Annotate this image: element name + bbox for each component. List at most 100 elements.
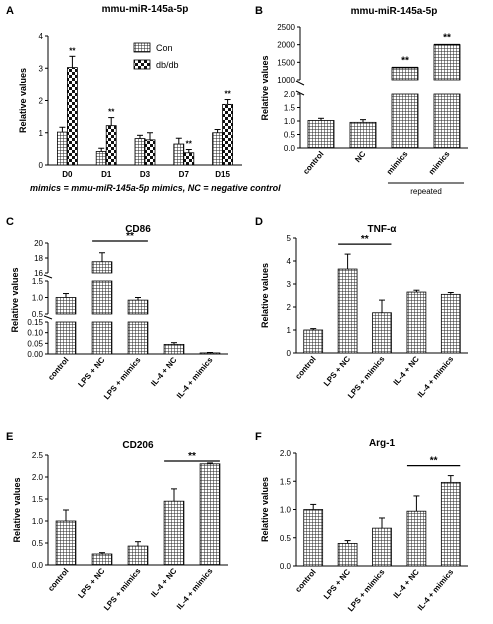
panel-d-title: TNF-α [368,224,398,235]
panel-e-bar-il-4-nc [163,500,185,566]
panel-e-ytick-label: 1.0 [32,517,44,526]
panel-d-ytick-label: 3 [287,280,292,289]
panel-c-xtick-il-4-mimics: IL-4 + mimics [175,355,215,400]
panel-d-ytick-label: 4 [287,257,292,266]
panel-b-bar-3-mimics-lower [433,93,461,149]
panel-b-xtick-nc: NC [353,149,367,164]
panel-a-bar-d1-db-db [105,125,117,166]
panel-f-ylabel: Relative values [260,477,270,542]
panel-f-bar-lps-nc [337,543,358,567]
panel-d-xtick-il-4-nc: IL-4 + NC [392,354,421,387]
panel-f-ytick-label: 2.0 [280,449,292,458]
panel-b-xtick-mimics: mimics [427,149,452,176]
panel-b-bar-3-mimics-upper [433,44,461,81]
panel-letters: A B C D E F [6,5,263,443]
panel-c-xtick-control: control [46,356,70,383]
panel-c-bar-lps-nc-seg-0 [91,321,113,355]
panel-a-ytick-label: 3 [39,64,44,73]
panel-d-bar-lps-mimics [372,312,392,354]
panel-c-xtick-il-4-nc: IL-4 + NC [149,355,178,388]
panel-c-ytick-label: 16 [34,269,43,278]
panel-c: CD86 0.00 0.050.10 0.150.5 1.0 1.516 18 20 Relat… [10,224,228,401]
panel-f-xtick-il-4-mimics: IL-4 + mimics [416,567,456,612]
panel-e-ytick-label: 2.5 [32,451,44,460]
panel-d-bar-il-4-nc [406,291,427,354]
panel-e-ytick-label: 1.5 [32,495,44,504]
panel-c-bar-lps-nc-seg-1 [91,280,113,315]
panel-b-ytick-label: 2000 [277,41,295,50]
panel-b-ytick-label: 1500 [277,58,295,67]
panel-a-significance-d1: ** [108,108,115,117]
panel-f-ytick-label: 0.0 [280,562,292,571]
panel-c-bar-control-seg-0 [55,321,77,355]
panel-b-xtick-mimics: mimics [385,149,410,176]
panel-d-ytick-label: 1 [287,326,292,335]
panel-c-ytick-label: 18 [34,254,43,263]
panel-a-bar-d3-db-db [144,139,156,166]
panel-letter-a: A [6,5,14,17]
footnote: mimics = mmu-miR-145a-5p mimics, NC = ne… [30,183,281,193]
panel-c-ylabel: Relative values [10,267,20,332]
panel-e-xtick-il-4-nc: IL-4 + NC [149,566,178,599]
panel-a-ytick-label: 0 [39,161,44,170]
panel-e-xtick-il-4-mimics: IL-4 + mimics [175,566,215,611]
panel-b-ytick-label: 0.0 [284,144,296,153]
panel-b: mmu-miR-145a-5p 0.0 0.5 1.0 1.5 2.0 1000 1500 20… [260,6,468,196]
panel-b-bar-2-mimics-upper [391,67,419,81]
panel-a-xtick-d7: D7 [179,170,190,179]
panel-a-xtick-d1: D1 [101,170,112,179]
panel-c-bar-control [55,297,77,315]
panel-a-xtick-d0: D0 [62,170,73,179]
panel-f-xtick-lps-mimics: LPS + mimics [346,567,387,613]
panel-a-legend-label-db-db: db/db [156,60,179,70]
panel-a-bar-d15-db-db [222,103,234,166]
panel-b-bar-2-mimics-lower [391,93,419,149]
panel-f-xtick-lps-nc: LPS + NC [322,567,352,601]
panel-b-ytick-label: 2500 [277,23,295,32]
panel-c-ytick-label: 0.10 [27,329,43,338]
panel-d-ytick-label: 5 [287,234,292,243]
panel-f-xtick-il-4-nc: IL-4 + NC [392,567,421,600]
panel-f-ytick-label: 0.5 [280,534,292,543]
panel-d-xtick-lps-nc: LPS + NC [322,354,352,388]
panel-f-ytick-label: 1.0 [280,506,292,515]
panel-a-bar-d0-con [57,131,68,166]
panel-c-bar-il-4-mimics [199,352,221,355]
panel-f-xtick-control: control [293,568,317,595]
panel-a-significance-d7: ** [186,140,193,149]
panel-c-ytick-label: 1.5 [32,277,44,286]
panel-b-axis-break [295,80,305,86]
panel-c-bar-lps-nc [91,261,113,274]
panel-d-ytick-label: 0 [287,349,292,358]
panel-a-xtick-d15: D15 [215,170,230,179]
panel-b-significance-3: ** [443,33,451,44]
panel-letter-d: D [255,216,263,228]
panel-b-ytick-label: 1.5 [284,104,296,113]
panel-f-bar-il-4-mimics [440,481,461,567]
panel-c-ytick-label: 0.00 [27,350,43,359]
panel-d-ylabel: Relative values [260,263,270,328]
panel-d-significance-label: ** [361,234,369,245]
panel-e-bar-lps-nc [91,553,113,566]
panel-e-bar-control [55,520,77,566]
panel-a-bar-d15-con [212,132,224,166]
panel-a-bar-d3-con [134,138,146,166]
panel-a-ytick-label: 2 [39,97,44,106]
panel-e-xtick-lps-nc: LPS + NC [76,566,106,600]
panel-f-bar-lps-mimics [372,527,392,567]
panel-a-legend-label-con: Con [156,43,173,53]
panel-e-xtick-control: control [46,567,70,594]
panel-f-title: Arg-1 [369,438,396,449]
panel-f-bar-il-4-nc [406,510,427,567]
panel-b-ytick-label: 0.5 [284,131,296,140]
panel-b-axis-break [295,90,305,96]
panel-c-bar-lps-mimics-seg-0 [127,321,149,355]
panel-c-title: CD86 [125,224,151,235]
panel-a-significance-d0: ** [69,46,76,55]
panel-a-legend-swatch-db-db [133,59,151,70]
panel-a-significance-d15: ** [224,90,231,99]
panel-f-ytick-label: 1.5 [280,477,292,486]
panel-c-ytick-label: 1.0 [32,294,44,303]
